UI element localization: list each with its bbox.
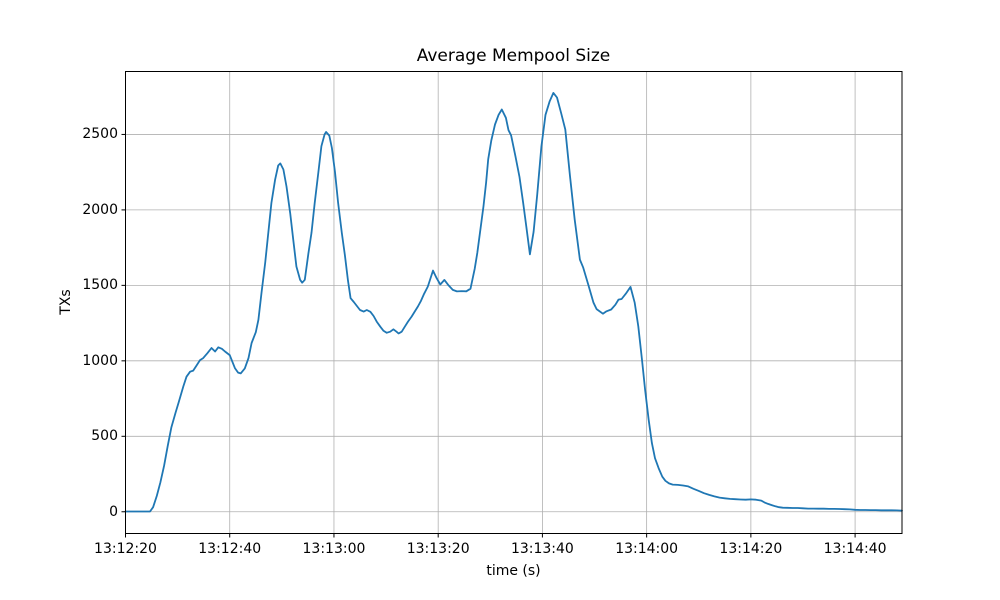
- y-tick-label: 1500: [82, 277, 118, 294]
- plot-border: [125, 71, 903, 534]
- y-tick-label: 500: [91, 428, 118, 445]
- x-tick-label: 13:14:20: [719, 541, 783, 557]
- x-tick-label: 13:14:40: [823, 541, 887, 557]
- mempool-series-line: [124, 92, 903, 513]
- x-tick-label: 13:13:00: [302, 541, 366, 557]
- grid-lines: [125, 71, 902, 534]
- y-tick-label: 0: [109, 503, 118, 520]
- x-tick-label: 13:12:20: [94, 541, 157, 557]
- y-tick-label: 2000: [82, 201, 118, 218]
- series-layer: [124, 92, 903, 513]
- x-tick-label: 13:13:20: [406, 541, 470, 557]
- y-tick-label: 1000: [82, 352, 118, 369]
- x-tick-label: 13:12:40: [198, 541, 262, 557]
- x-axis-label: time (s): [486, 563, 541, 579]
- axis-tick-marks: [121, 133, 856, 538]
- x-tick-label: 13:13:40: [510, 541, 574, 557]
- y-tick-label: 2500: [82, 126, 118, 143]
- chart-title: Average Mempool Size: [416, 46, 611, 66]
- x-tick-label: 13:14:00: [615, 541, 679, 557]
